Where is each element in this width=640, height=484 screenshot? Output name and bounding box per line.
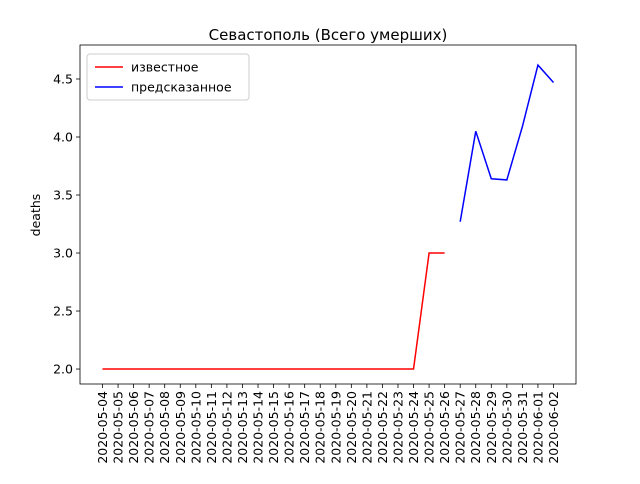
x-tick-label: 2020-05-12	[219, 391, 234, 464]
chart-title: Севастополь (Всего умерших)	[209, 26, 448, 44]
x-tick-label: 2020-05-17	[297, 391, 312, 464]
x-tick-label: 2020-05-30	[499, 391, 514, 464]
legend-label: известное	[131, 60, 199, 75]
x-tick-label: 2020-05-16	[282, 391, 297, 464]
y-tick-label: 4.5	[53, 71, 73, 86]
y-tick-label: 2.5	[53, 304, 73, 319]
x-tick-label: 2020-05-26	[437, 391, 452, 464]
x-tick-label: 2020-05-13	[235, 391, 250, 464]
x-tick-label: 2020-05-21	[359, 391, 374, 464]
plot-area	[79, 44, 577, 385]
y-axis-label: deaths	[28, 194, 43, 237]
x-tick-label: 2020-05-06	[126, 391, 141, 464]
legend-box	[86, 53, 250, 101]
x-tick-label: 2020-05-20	[344, 391, 359, 464]
x-tick-label: 2020-05-14	[251, 391, 266, 464]
legend-label: предсказанное	[131, 80, 232, 95]
x-tick-label: 2020-05-23	[390, 391, 405, 464]
series-line	[102, 252, 445, 370]
x-tick-label: 2020-05-09	[173, 391, 188, 464]
x-tick-label: 2020-05-11	[204, 391, 219, 464]
x-tick-label: 2020-05-07	[142, 391, 157, 464]
y-tick-label: 3.0	[53, 246, 73, 261]
series-line	[459, 63, 555, 222]
x-tick-label: 2020-05-15	[266, 391, 281, 464]
x-tick-label: 2020-06-02	[546, 391, 561, 464]
x-tick-label: 2020-05-10	[188, 391, 203, 464]
y-tick-label: 2.0	[53, 362, 73, 377]
x-tick-label: 2020-06-01	[530, 391, 545, 464]
x-tick-label: 2020-05-22	[375, 391, 390, 464]
y-tick-label: 4.0	[53, 130, 73, 145]
x-tick-label: 2020-05-25	[422, 391, 437, 464]
x-tick-label: 2020-05-19	[328, 391, 343, 464]
x-tick-label: 2020-05-24	[406, 391, 421, 464]
x-tick-label: 2020-05-18	[313, 391, 328, 464]
x-tick-label: 2020-05-31	[515, 391, 530, 464]
x-tick-label: 2020-05-28	[468, 391, 483, 464]
x-tick-label: 2020-05-08	[157, 391, 172, 464]
x-tick-label: 2020-05-05	[111, 391, 126, 464]
x-tick-label: 2020-05-27	[453, 391, 468, 464]
y-tick-label: 3.5	[53, 188, 73, 203]
x-tick-label: 2020-05-29	[484, 391, 499, 464]
x-tick-label: 2020-05-04	[95, 391, 110, 464]
